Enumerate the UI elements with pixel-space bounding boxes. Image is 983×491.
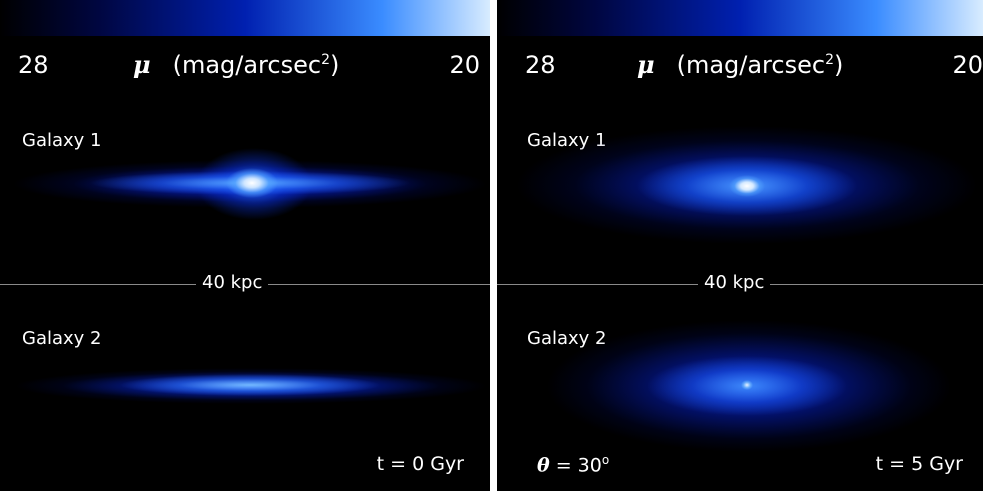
scale-bar-label: 40 kpc: [698, 272, 771, 293]
scale-bar-label: 40 kpc: [196, 272, 269, 293]
galaxy-2-label: Galaxy 2: [22, 328, 102, 349]
inclination-label: θ = 30o: [537, 453, 610, 477]
colorbar-quantity-label: μ (mag/arcsec2): [133, 50, 340, 79]
time-label: t = 5 Gyr: [875, 453, 963, 475]
colorbar-high-label: 20: [449, 51, 480, 79]
colorbar-quantity-label: μ (mag/arcsec2): [637, 50, 844, 79]
theta-symbol: θ: [537, 454, 550, 477]
mu-symbol: μ: [637, 50, 655, 79]
galaxy-1-label: Galaxy 1: [22, 130, 102, 151]
colorbar-high-label: 20: [952, 51, 983, 79]
left-panel: 28 μ (mag/arcsec2) 20 Galaxy 1 40 kpc Gal…: [0, 0, 490, 491]
colorbar: [497, 0, 983, 36]
time-label: t = 0 Gyr: [376, 453, 464, 475]
colorbar-low-label: 28: [525, 51, 556, 79]
colorbar: [0, 0, 490, 36]
galaxy-2-label: Galaxy 2: [527, 328, 607, 349]
mu-symbol: μ: [133, 50, 151, 79]
right-panel: 28 μ (mag/arcsec2) 20 Galaxy 1 40 kpc Gal…: [497, 0, 983, 491]
colorbar-low-label: 28: [18, 51, 49, 79]
